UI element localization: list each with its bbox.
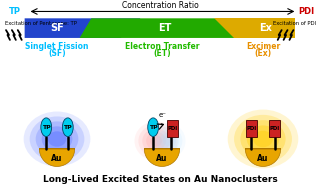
Text: PDI: PDI — [246, 126, 256, 131]
Ellipse shape — [146, 132, 166, 150]
Ellipse shape — [42, 126, 72, 152]
Ellipse shape — [157, 130, 179, 152]
Polygon shape — [25, 18, 140, 38]
Text: PDI: PDI — [298, 7, 314, 16]
Ellipse shape — [36, 121, 78, 156]
Text: TP: TP — [9, 7, 21, 16]
Text: Excitation of PDI: Excitation of PDI — [273, 21, 316, 26]
Text: Excimer: Excimer — [246, 42, 280, 51]
Text: Electron Transfer: Electron Transfer — [125, 42, 199, 51]
Ellipse shape — [163, 136, 173, 146]
Text: PDI: PDI — [270, 126, 280, 131]
Text: (ET): (ET) — [153, 49, 171, 58]
Ellipse shape — [41, 118, 52, 136]
Ellipse shape — [247, 125, 279, 153]
Ellipse shape — [150, 123, 186, 159]
Text: TP: TP — [64, 125, 72, 130]
Text: (Ex): (Ex) — [255, 49, 272, 58]
Ellipse shape — [160, 133, 176, 149]
Text: ET: ET — [158, 23, 172, 33]
Ellipse shape — [253, 131, 273, 147]
Ellipse shape — [138, 125, 174, 157]
Text: Long-Lived Excited States on Au Nanoclusters: Long-Lived Excited States on Au Nanoclus… — [43, 175, 277, 184]
Ellipse shape — [24, 112, 91, 167]
Ellipse shape — [134, 121, 178, 160]
Text: Excitation of Pentacene: TP: Excitation of Pentacene: TP — [5, 21, 77, 26]
Text: Au: Au — [257, 154, 269, 163]
Polygon shape — [214, 18, 295, 38]
Ellipse shape — [30, 116, 84, 161]
Polygon shape — [80, 18, 239, 38]
Ellipse shape — [228, 110, 298, 168]
FancyBboxPatch shape — [246, 120, 257, 137]
Ellipse shape — [153, 126, 182, 155]
Ellipse shape — [234, 115, 292, 163]
Ellipse shape — [150, 136, 162, 146]
Text: Singlet Fission: Singlet Fission — [25, 42, 89, 51]
Text: (SF): (SF) — [48, 49, 66, 58]
FancyBboxPatch shape — [269, 120, 281, 137]
Text: Concentration Ratio: Concentration Ratio — [122, 2, 198, 10]
Text: e⁻: e⁻ — [159, 112, 167, 119]
Ellipse shape — [148, 118, 159, 136]
Ellipse shape — [240, 120, 286, 158]
Text: PDI: PDI — [168, 126, 178, 131]
Ellipse shape — [62, 118, 73, 136]
Ellipse shape — [142, 128, 170, 153]
Text: Ex: Ex — [259, 23, 273, 33]
Text: TP: TP — [42, 125, 51, 130]
Polygon shape — [39, 149, 75, 167]
Text: SF: SF — [50, 23, 64, 33]
Text: TP: TP — [149, 125, 158, 130]
Ellipse shape — [48, 131, 66, 147]
Text: Au: Au — [51, 154, 63, 163]
Polygon shape — [144, 149, 180, 167]
Text: Au: Au — [156, 154, 168, 163]
Polygon shape — [245, 149, 281, 167]
FancyBboxPatch shape — [167, 120, 178, 137]
